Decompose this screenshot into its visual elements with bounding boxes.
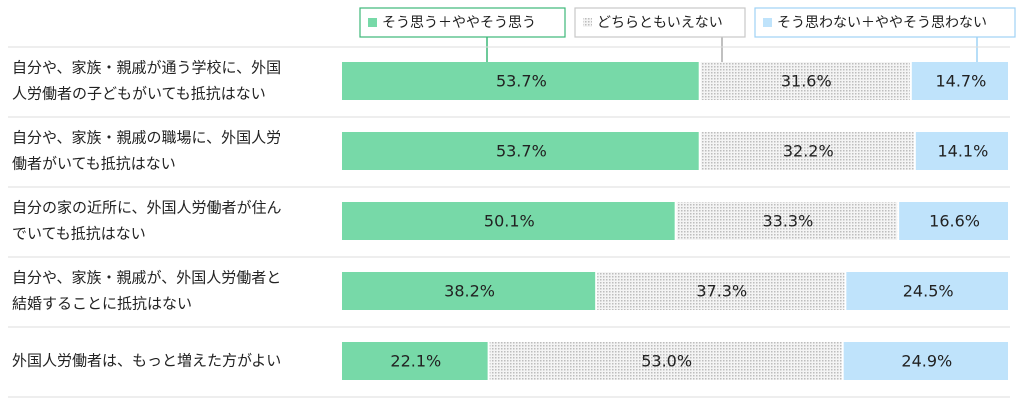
value-label: 50.1% <box>484 212 535 231</box>
value-label: 16.6% <box>929 212 980 231</box>
category-label: 人労働者の子どもがいても抵抗はない <box>12 85 266 103</box>
category-label: でいても抵抗はない <box>12 225 146 243</box>
value-label: 53.7% <box>496 142 547 161</box>
bar-segment <box>700 62 910 100</box>
bar-segment <box>342 272 596 310</box>
bar-segment <box>915 132 1008 170</box>
category-label: 結婚することに抵抗はない <box>12 295 192 313</box>
legend-box <box>359 7 566 38</box>
value-label: 14.7% <box>935 72 986 91</box>
category-label: 自分や、家族・親戚の職場に、外国人労 <box>12 129 281 147</box>
bar-segment <box>899 202 1008 240</box>
bar-segment <box>676 202 898 240</box>
bar-segment <box>342 202 675 240</box>
bar-segment <box>342 62 699 100</box>
category-label: 自分の家の近所に、外国人労働者が住ん <box>12 199 282 217</box>
legend-swatch <box>368 18 377 27</box>
legend-box <box>754 7 1016 38</box>
legend-label: どちらともいえない <box>597 15 723 31</box>
value-label: 22.1% <box>390 352 441 371</box>
bar-segment <box>342 132 699 170</box>
category-label: 働者がいても抵抗はない <box>12 155 176 173</box>
legend-label: そう思わない＋ややそう思わない <box>777 15 987 31</box>
category-label: 自分や、家族・親戚が、外国人労働者と <box>12 269 281 287</box>
bar-segment <box>846 272 1008 310</box>
value-label: 53.7% <box>496 72 547 91</box>
value-label: 24.9% <box>901 352 952 371</box>
category-label: 自分や、家族・親戚が通う学校に、外国 <box>12 59 281 77</box>
value-label: 14.1% <box>937 142 988 161</box>
value-label: 24.5% <box>903 282 954 301</box>
legend-swatch <box>583 18 592 27</box>
bar-segment <box>843 342 1008 380</box>
value-label: 33.3% <box>762 212 813 231</box>
value-label: 38.2% <box>444 282 495 301</box>
bar-segment <box>342 342 488 380</box>
category-label: 外国人労働者は、もっと増えた方がよい <box>12 352 281 370</box>
value-label: 32.2% <box>783 142 834 161</box>
legend-swatch <box>763 18 772 27</box>
value-label: 37.3% <box>696 282 747 301</box>
leader-lines <box>486 37 978 62</box>
bar-segment <box>911 62 1008 100</box>
value-label: 31.6% <box>781 72 832 91</box>
legend-box <box>574 7 746 38</box>
bar-segment <box>489 342 842 380</box>
value-label: 53.0% <box>641 352 692 371</box>
legend-label: そう思う＋ややそう思う <box>382 15 536 31</box>
bar-segment <box>597 272 845 310</box>
bar-segment <box>700 132 914 170</box>
